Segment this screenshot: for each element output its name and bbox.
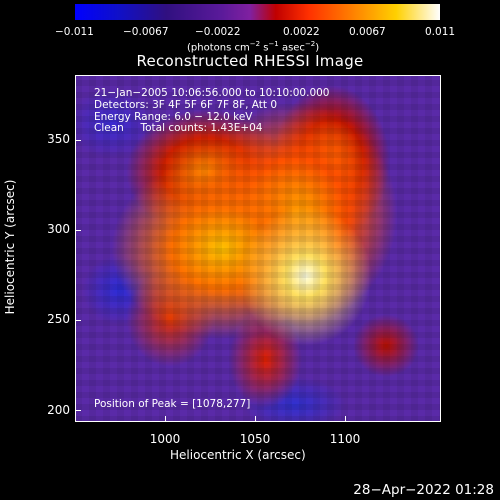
colorbar-tick-label: −0.0022 <box>195 26 241 38</box>
y-axis-label: Heliocentric Y (arcsec) <box>3 179 17 315</box>
x-axis-label: Heliocentric X (arcsec) <box>170 448 306 462</box>
colorbar-tick-label: −0.011 <box>55 26 94 38</box>
x-tick-mark <box>255 416 256 422</box>
x-tick-label: 1050 <box>239 432 271 446</box>
y-tick-mark <box>75 230 81 231</box>
render-timestamp: 28−Apr−2022 01:28 <box>353 482 494 498</box>
colorbar <box>75 4 440 20</box>
colorbar-units: (photons cm−2 s−1 asec−2) <box>187 40 320 54</box>
peak-position: Position of Peak = [1078,277] <box>94 398 251 410</box>
y-tick-label: 200 <box>47 403 70 417</box>
x-tick-mark <box>345 416 346 422</box>
y-tick-label: 300 <box>47 222 70 236</box>
image-title: Reconstructed RHESSI Image <box>136 52 364 70</box>
info-energy-range: Energy Range: 6.0 − 12.0 keV <box>94 110 253 123</box>
colorbar-tick-label: −0.0067 <box>123 26 169 38</box>
y-tick-label: 250 <box>47 312 70 326</box>
y-tick-mark <box>75 320 81 321</box>
y-tick-label: 350 <box>47 132 70 146</box>
info-time-range: 21−Jan−2005 10:06:56.000 to 10:10:00.000 <box>94 87 330 99</box>
colorbar-tick-label: 0.011 <box>425 26 456 38</box>
colorbar-tick-label: 0.0022 <box>283 26 320 38</box>
x-tick-mark <box>165 416 166 422</box>
y-tick-mark <box>75 140 81 141</box>
colorbar-tick-label: 0.0067 <box>349 26 386 38</box>
x-tick-label: 1000 <box>149 432 181 446</box>
rhessi-image <box>75 75 441 422</box>
info-counts: Clean Total counts: 1.43E+04 <box>94 122 263 135</box>
observation-info: 21−Jan−2005 10:06:56.000 to 10:10:00.000… <box>94 87 330 135</box>
info-detectors: Detectors: 3F 4F 5F 6F 7F 8F, Att 0 <box>94 98 278 111</box>
y-tick-mark <box>75 410 81 411</box>
x-tick-label: 1100 <box>329 432 361 446</box>
